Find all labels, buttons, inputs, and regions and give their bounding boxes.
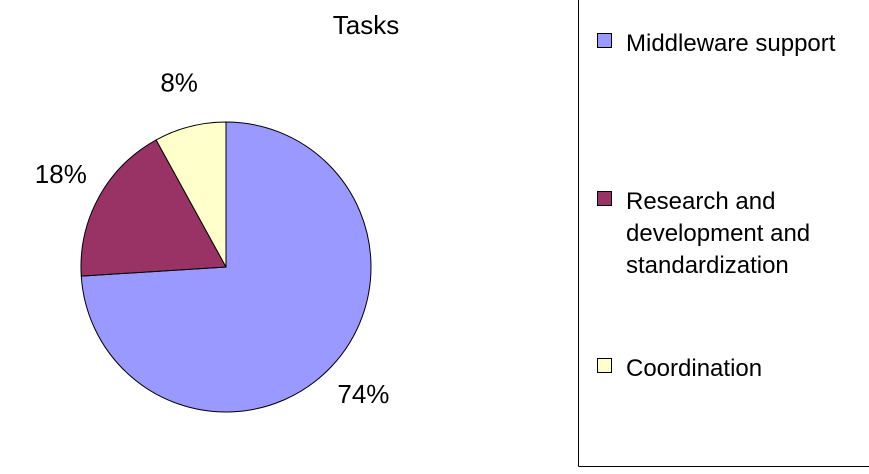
data-label: 74% [337, 379, 389, 409]
pie-slice [80, 139, 227, 277]
legend-item: Middleware support [597, 28, 847, 60]
legend-swatch [597, 191, 612, 206]
legend-item: Research and development and standardiza… [597, 186, 847, 282]
data-label: 8% [160, 67, 198, 97]
legend-item: Coordination [597, 353, 847, 385]
legend-label: Middleware support [626, 30, 836, 57]
legend-label: Coordination [626, 355, 763, 382]
legend-label: Research and development and standardiza… [626, 188, 811, 279]
legend-swatch [597, 358, 612, 373]
legend-swatch [597, 33, 612, 48]
data-label: 18% [35, 159, 87, 189]
pie-slice [155, 121, 227, 268]
chart-title: Tasks [333, 10, 399, 40]
